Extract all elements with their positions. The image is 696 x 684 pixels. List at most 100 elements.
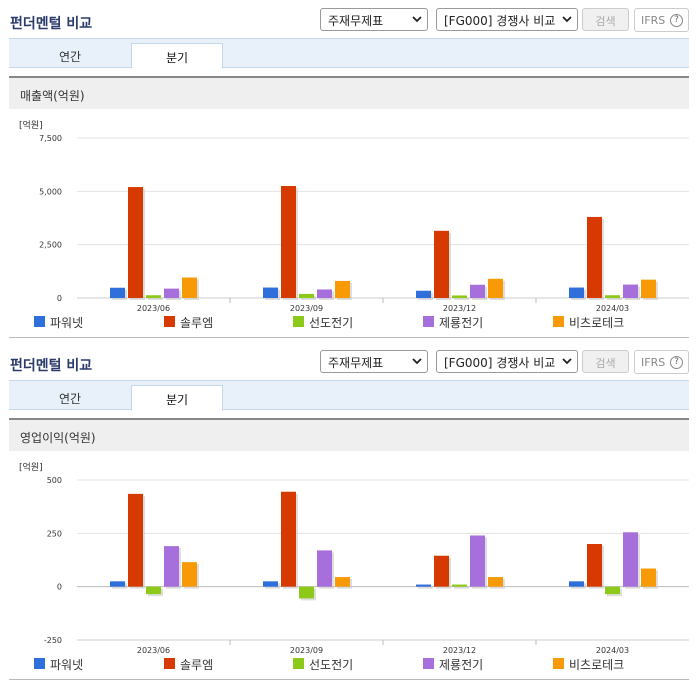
bar-2023-06-2 — [146, 295, 161, 298]
bar-2023-09-2 — [299, 293, 314, 298]
chart-title: 영업이익(억원) — [9, 420, 689, 451]
panel-title: 펀더멘털 비교 — [10, 358, 93, 374]
legend-label: 파워넷 — [50, 658, 84, 672]
y-tick-label: -250 — [44, 636, 62, 645]
bar-2024-03-3 — [623, 532, 638, 587]
chevron-down-icon — [562, 358, 572, 365]
statement-select[interactable]: 주재무제표 — [320, 350, 428, 373]
x-tick-label: 2023/06 — [137, 304, 170, 313]
bar-2023-09-3 — [317, 289, 332, 298]
bar-2023-06-2 — [146, 586, 161, 595]
bar-2023-09-0 — [263, 581, 278, 587]
bar-2024-03-0 — [569, 581, 584, 587]
bar-2023-09-0 — [263, 287, 278, 298]
help-icon: ? — [670, 356, 683, 369]
bar-2023-06-0 — [110, 581, 125, 587]
search-button[interactable]: 검색 — [582, 8, 629, 31]
bar-2024-03-0 — [569, 287, 584, 298]
bar-shadow — [454, 297, 469, 300]
bar-2023-09-4 — [335, 577, 350, 587]
bar-shadow — [607, 297, 622, 300]
tab-annual[interactable]: 연간 — [58, 50, 82, 64]
search-button[interactable]: 검색 — [582, 350, 629, 373]
legend-label: 파워넷 — [50, 316, 84, 330]
legend-swatch — [34, 658, 45, 669]
legend-label: 솔루엠 — [180, 658, 214, 672]
chart-container: 영업이익(억원) [억원] -250 0 250 500 2023/06 2023/09 20… — [9, 418, 689, 680]
y-tick-label: 500 — [47, 476, 62, 485]
chart-container: 매출액(억원) [억원] 0 2,500 5,000 7,500 2023/06 2023/… — [9, 76, 689, 338]
bar-2023-12-0 — [416, 584, 431, 587]
period-tabs: 연간 분기 — [9, 380, 689, 411]
bar-2023-12-4 — [488, 278, 503, 298]
bar-2024-03-1 — [587, 544, 602, 587]
bar-2023-06-3 — [164, 288, 179, 298]
operating-profit-bar-chart: [억원] -250 0 250 500 2023/06 2023/09 2023/12 2024… — [19, 461, 689, 655]
bar-2023-12-3 — [470, 535, 485, 587]
x-tick-label: 2023/09 — [290, 304, 323, 313]
chart-title: 매출액(억원) — [9, 78, 689, 109]
y-unit-label: [억원] — [19, 119, 43, 131]
bar-shadow — [454, 586, 469, 589]
legend-swatch — [553, 658, 564, 669]
panel-title: 펀더멘털 비교 — [10, 16, 93, 32]
statement-select[interactable]: 주재무제표 — [320, 8, 428, 31]
x-tick-label: 2023/12 — [443, 646, 476, 655]
period-tabs: 연간 분기 — [9, 38, 689, 69]
tab-quarterly[interactable]: 분기 — [131, 43, 223, 69]
tab-quarterly[interactable]: 분기 — [131, 385, 223, 411]
bar-2024-03-4 — [641, 279, 656, 298]
legend-swatch — [164, 658, 175, 669]
chevron-down-icon — [412, 358, 422, 365]
x-tick-label: 2023/06 — [137, 646, 170, 655]
legend-swatch — [293, 316, 304, 327]
y-tick-label: 0 — [57, 294, 62, 303]
bar-2024-03-4 — [641, 568, 656, 587]
chart-legend: 파워넷 솔루엠 선도전기 제룡전기 비츠로테크 — [9, 314, 689, 330]
bar-2023-09-4 — [335, 280, 350, 298]
legend-label: 선도전기 — [309, 316, 354, 330]
bar-2023-06-3 — [164, 546, 179, 587]
y-unit-label: [억원] — [19, 461, 43, 473]
bar-2023-06-0 — [110, 287, 125, 298]
bar-2023-06-4 — [182, 277, 197, 298]
bar-2023-12-0 — [416, 290, 431, 298]
comparison-select[interactable]: [FG000] 경쟁사 비교 — [436, 8, 578, 31]
comparison-select[interactable]: [FG000] 경쟁사 비교 — [436, 350, 578, 373]
bar-2024-03-2 — [605, 295, 620, 298]
legend-label: 제룡전기 — [439, 316, 484, 330]
bar-2023-12-2 — [452, 584, 467, 587]
ifrs-label: IFRS — [641, 356, 666, 369]
y-tick-label: 0 — [57, 583, 62, 592]
legend-swatch — [164, 316, 175, 327]
ifrs-button[interactable]: IFRS ? — [634, 350, 689, 374]
bar-2023-06-1 — [128, 187, 143, 298]
bar-shadow — [418, 586, 433, 589]
y-tick-label: 5,000 — [39, 187, 62, 196]
statement-select-value: 주재무제표 — [328, 14, 384, 28]
bar-2024-03-3 — [623, 284, 638, 298]
chart-legend: 파워넷 솔루엠 선도전기 제룡전기 비츠로테크 — [9, 656, 689, 672]
bar-2023-12-1 — [434, 230, 449, 298]
legend-swatch — [553, 316, 564, 327]
legend-swatch — [34, 316, 45, 327]
y-tick-label: 7,500 — [39, 134, 62, 143]
bar-2024-03-2 — [605, 586, 620, 595]
bar-2024-03-1 — [587, 216, 602, 298]
bar-2023-09-1 — [281, 491, 296, 587]
legend-label: 비츠로테크 — [569, 316, 625, 330]
fundamental-panel-operating-profit: 펀더멘털 비교 주재무제표 [FG000] 경쟁사 비교 검색 IFRS ? 연… — [0, 342, 696, 684]
revenue-bar-chart: [억원] 0 2,500 5,000 7,500 2023/06 2023/09 2023/1… — [19, 119, 689, 313]
bar-2023-12-1 — [434, 555, 449, 587]
x-tick-label: 2024/03 — [596, 646, 629, 655]
chevron-down-icon — [562, 16, 572, 23]
ifrs-button[interactable]: IFRS ? — [634, 8, 689, 32]
legend-swatch — [293, 658, 304, 669]
x-tick-label: 2024/03 — [596, 304, 629, 313]
panel-header: 펀더멘털 비교 주재무제표 [FG000] 경쟁사 비교 검색 IFRS ? — [0, 0, 696, 34]
bar-shadow — [148, 297, 163, 300]
bar-2023-12-3 — [470, 284, 485, 298]
legend-swatch — [423, 658, 434, 669]
tab-annual[interactable]: 연간 — [58, 392, 82, 406]
legend-label: 비츠로테크 — [569, 658, 625, 672]
